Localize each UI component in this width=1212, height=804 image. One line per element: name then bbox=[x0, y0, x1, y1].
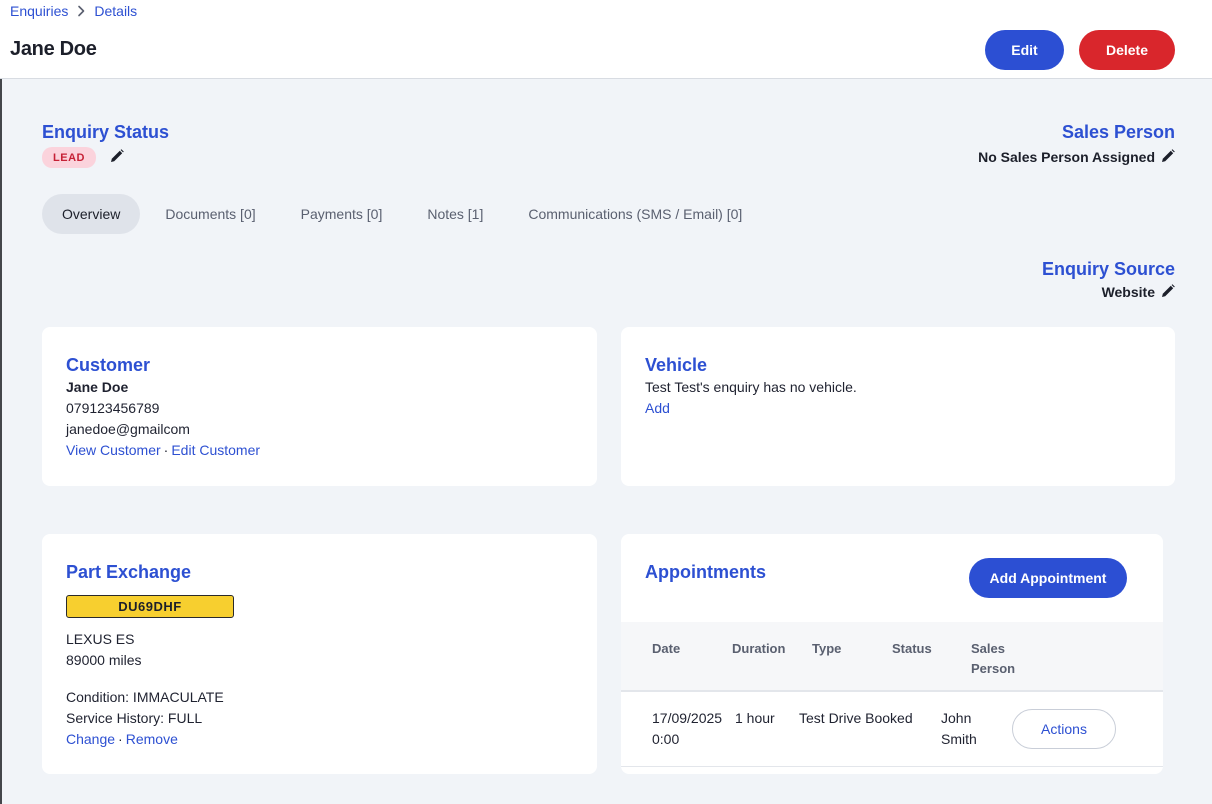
customer-name: Jane Doe bbox=[66, 379, 129, 395]
pencil-icon[interactable] bbox=[1160, 148, 1176, 164]
breadcrumb: Enquiries Details bbox=[10, 3, 137, 19]
tab-notes[interactable]: Notes [1] bbox=[427, 206, 484, 222]
add-appointment-button[interactable]: Add Appointment bbox=[969, 558, 1127, 598]
column-sales-person: Sales Person bbox=[971, 639, 1015, 679]
link-separator: · bbox=[118, 731, 123, 747]
tab-communications[interactable]: Communications (SMS / Email) [0] bbox=[528, 206, 743, 222]
sales-person-value: No Sales Person Assigned bbox=[978, 149, 1155, 165]
part-exchange-heading: Part Exchange bbox=[66, 562, 192, 582]
remove-link[interactable]: Remove bbox=[125, 731, 178, 747]
chevron-right-icon bbox=[76, 5, 86, 17]
px-service-history: Service History: FULL bbox=[66, 710, 203, 726]
page-title: Jane Doe bbox=[10, 38, 97, 60]
column-type: Type bbox=[812, 641, 842, 656]
enquiry-source-heading: Enquiry Source bbox=[1041, 259, 1175, 279]
edit-button[interactable]: Edit bbox=[985, 30, 1064, 70]
registration-plate: DU69DHF bbox=[66, 595, 234, 618]
delete-button[interactable]: Delete bbox=[1079, 30, 1175, 70]
pencil-icon[interactable] bbox=[109, 148, 125, 164]
px-condition: Condition: IMMACULATE bbox=[66, 689, 224, 705]
breadcrumb-enquiries[interactable]: Enquiries bbox=[10, 3, 69, 19]
appt-sales-person: John Smith bbox=[941, 708, 977, 750]
appointments-card: Appointments Add Appointment Date Durati… bbox=[621, 534, 1163, 774]
px-model: LEXUS ES bbox=[66, 631, 135, 647]
breadcrumb-details[interactable]: Details bbox=[94, 3, 138, 19]
actions-button[interactable]: Actions bbox=[1012, 709, 1116, 749]
appt-sales-line-1: John bbox=[941, 710, 972, 726]
appt-type: Test Drive Booked bbox=[799, 710, 913, 726]
appt-duration: 1 hour bbox=[735, 710, 775, 726]
customer-card: Customer Jane Doe 079123456789 janedoe@g… bbox=[42, 327, 597, 486]
vehicle-card: Vehicle Test Test's enquiry has no vehic… bbox=[621, 327, 1175, 486]
appointments-heading: Appointments bbox=[645, 562, 766, 582]
customer-phone: 079123456789 bbox=[66, 400, 160, 416]
tab-overview[interactable]: Overview bbox=[42, 194, 141, 234]
change-link[interactable]: Change bbox=[66, 731, 116, 747]
column-duration: Duration bbox=[732, 641, 786, 656]
window-edge bbox=[0, 0, 2, 804]
customer-email: janedoe@gmailcom bbox=[66, 421, 190, 437]
link-separator: · bbox=[163, 442, 169, 458]
tab-payments[interactable]: Payments [0] bbox=[300, 206, 383, 222]
column-sales-line-2: Person bbox=[971, 661, 1016, 676]
tab-documents[interactable]: Documents [0] bbox=[165, 206, 256, 222]
enquiry-source-value: Website bbox=[1101, 284, 1155, 300]
customer-links: View Customer · Edit Customer bbox=[66, 442, 260, 458]
appointments-table-header: Date Duration Type Status Sales Person bbox=[621, 622, 1163, 692]
vehicle-heading: Vehicle bbox=[645, 355, 708, 375]
row-divider bbox=[621, 766, 1163, 767]
column-sales-line-1: Sales bbox=[971, 641, 1005, 656]
add-vehicle-link[interactable]: Add bbox=[645, 400, 670, 416]
view-customer-link[interactable]: View Customer bbox=[66, 442, 161, 458]
enquiry-status-heading: Enquiry Status bbox=[42, 122, 170, 142]
status-badge: LEAD bbox=[42, 147, 96, 168]
sales-person-heading: Sales Person bbox=[1061, 122, 1175, 142]
px-mileage: 89000 miles bbox=[66, 652, 142, 668]
px-links: Change · Remove bbox=[66, 731, 178, 747]
appt-date-line-2: 0:00 bbox=[652, 731, 680, 747]
vehicle-message: Test Test's enquiry has no vehicle. bbox=[645, 379, 857, 395]
pencil-icon[interactable] bbox=[1160, 283, 1176, 299]
tab-bar: Overview Documents [0] Payments [0] Note… bbox=[42, 194, 767, 234]
appt-date-line-1: 17/09/2025 bbox=[652, 710, 723, 726]
appt-date: 17/09/2025 0:00 bbox=[652, 708, 722, 750]
part-exchange-card: Part Exchange DU69DHF LEXUS ES 89000 mil… bbox=[42, 534, 597, 774]
appt-sales-line-2: Smith bbox=[941, 731, 977, 747]
edit-customer-link[interactable]: Edit Customer bbox=[171, 442, 261, 458]
column-status: Status bbox=[892, 641, 932, 656]
top-bar: Enquiries Details Jane Doe Edit Delete bbox=[0, 0, 1212, 79]
customer-heading: Customer bbox=[66, 355, 151, 375]
column-date: Date bbox=[652, 641, 681, 656]
